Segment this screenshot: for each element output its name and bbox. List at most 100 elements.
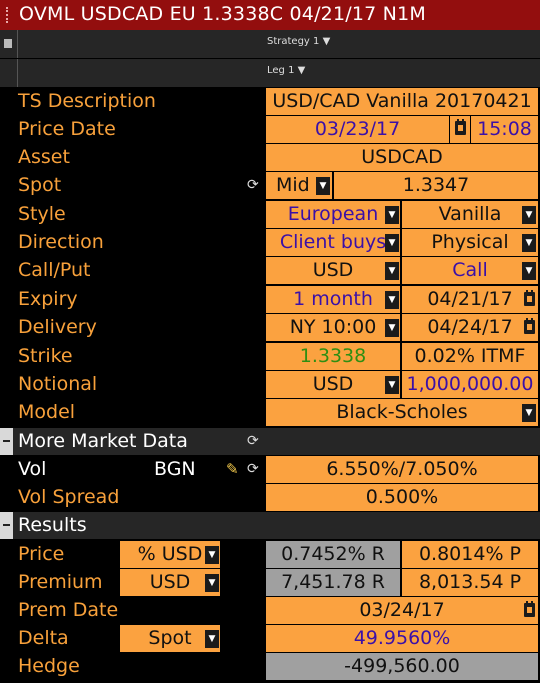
chevron-down-icon: ▼ [205,546,219,564]
direction-settlement-select[interactable]: Physical ▼ [402,229,538,256]
price-bid: 0.7452% R [266,541,400,568]
chevron-down-icon: ▼ [385,262,399,280]
delta-label: Delta [18,627,69,649]
leg-toolbar: Leg 1 ▼ [0,59,540,88]
model-select[interactable]: Black-Scholes ▼ [266,399,538,426]
premium-unit-select[interactable]: USD ▼ [120,569,220,596]
refresh-icon[interactable]: ⟳ [247,433,259,449]
price-ask: 0.8014% P [402,541,538,568]
calendar-icon [455,119,466,135]
delivery-label: Delivery [18,316,97,338]
hedge-field: -499,560.00 [266,653,538,680]
leg-dropdown[interactable]: Leg 1 ▼ [267,65,305,76]
delivery-cut-value: NY 10:00 [289,316,377,338]
spot-value-field[interactable]: 1.3347 [334,172,538,199]
chevron-down-icon: ▼ [385,206,399,224]
premium-bid: 7,451.78 R [266,569,400,596]
chevron-down-icon: ▼ [316,177,330,195]
toolbar-divider [17,59,18,87]
vol-field[interactable]: 6.550%/7.050% [266,456,538,483]
style-type-select[interactable]: Vanilla ▼ [402,201,538,228]
chevron-down-icon: ▼ [522,404,536,422]
premium-label: Premium [18,571,103,593]
toolbar-divider [17,30,18,58]
leg-label: Leg 1 [267,65,295,76]
direction-side-select[interactable]: Client buys ▼ [266,229,400,256]
refresh-icon[interactable]: ⟳ [247,461,259,477]
title-bar: OVML USDCAD EU 1.3338C 04/21/17 N1M [0,0,540,30]
expiry-label: Expiry [18,288,78,310]
chevron-down-icon: ▼ [522,206,536,224]
price-date-picker[interactable] [450,116,470,143]
collapse-icon[interactable] [0,512,13,539]
expiry-tenor-select[interactable]: 1 month ▼ [266,286,400,313]
delta-unit-select[interactable]: Spot ▼ [120,625,220,652]
price-unit-select[interactable]: % USD ▼ [120,541,220,568]
strike-moneyness-field[interactable]: 0.02% ITMF [402,343,538,370]
collapse-icon[interactable] [0,428,13,455]
results-section-title: Results [18,514,87,536]
strategy-dropdown[interactable]: Strategy 1 ▼ [267,36,330,47]
notional-amount-field[interactable]: 1,000,000.00 [402,371,538,398]
grip-icon[interactable] [6,7,14,23]
price-unit-value: % USD [137,543,203,565]
delta-unit-value: Spot [148,627,192,649]
call-put-ccy-value: USD [312,259,354,281]
style-label: Style [18,203,66,225]
premium-unit-value: USD [149,571,191,593]
vol-spread-field[interactable]: 0.500% [266,484,538,511]
direction-settlement-value: Physical [431,231,509,253]
price-label: Price [18,543,65,565]
call-put-option-value: Call [452,259,488,281]
price-time-field[interactable]: 15:08 [471,116,538,143]
delivery-date-field[interactable]: 04/24/17 [402,314,538,341]
chevron-down-icon: ▼ [322,36,331,47]
call-put-option-select[interactable]: Call ▼ [402,257,538,284]
vol-label: Vol [18,458,47,480]
asset-field[interactable]: USDCAD [266,144,538,171]
ts-description-label: TS Description [18,90,156,112]
expiry-date-value: 04/21/17 [427,288,513,310]
market-data-section-title: More Market Data [18,430,188,452]
calendar-icon [524,601,535,617]
market-data-section-header[interactable]: More Market Data ⟳ [0,428,540,455]
expiry-date-field[interactable]: 04/21/17 [402,286,538,313]
call-put-ccy-select[interactable]: USD ▼ [266,257,400,284]
delivery-date-value: 04/24/17 [427,316,513,338]
hedge-label: Hedge [18,655,80,677]
results-section-header[interactable]: Results [0,512,540,539]
chevron-down-icon: ▼ [385,376,399,394]
prem-date-field[interactable]: 03/24/17 [266,597,538,624]
model-value: Black-Scholes [336,401,468,423]
ts-description-field[interactable]: USD/CAD Vanilla 20170421 [266,88,538,115]
strategy-toolbar: Strategy 1 ▼ [0,30,540,59]
notional-label: Notional [18,373,98,395]
doc-icon[interactable] [4,39,12,48]
vol-source[interactable]: BGN [154,458,196,480]
style-type-value: Vanilla [438,203,502,225]
spot-label: Spot [18,174,62,196]
expiry-tenor-value: 1 month [293,288,373,310]
calendar-icon [524,290,535,306]
style-exercise-select[interactable]: European ▼ [266,201,400,228]
strike-field[interactable]: 1.3338 [266,343,400,370]
delivery-cut-select[interactable]: NY 10:00 ▼ [266,314,400,341]
vol-spread-label: Vol Spread [18,486,120,508]
chevron-down-icon: ▼ [522,234,536,252]
spot-mode-value: Mid [276,174,310,196]
notional-ccy-value: USD [312,373,354,395]
price-date-field[interactable]: 03/23/17 [266,116,449,143]
notional-ccy-select[interactable]: USD ▼ [266,371,400,398]
strike-label: Strike [18,345,73,367]
delta-field: 49.9560% [266,625,538,652]
direction-side-value: Client buys [279,231,387,253]
pencil-icon[interactable]: ✎ [226,460,239,478]
prem-date-label: Prem Date [18,599,119,621]
chevron-down-icon: ▼ [385,234,399,252]
refresh-icon[interactable]: ⟳ [247,177,259,193]
price-date-label: Price Date [18,118,116,140]
chevron-down-icon: ▼ [385,291,399,309]
strategy-label: Strategy 1 [267,36,320,47]
model-label: Model [18,401,76,423]
spot-mode-select[interactable]: Mid ▼ [266,172,332,199]
